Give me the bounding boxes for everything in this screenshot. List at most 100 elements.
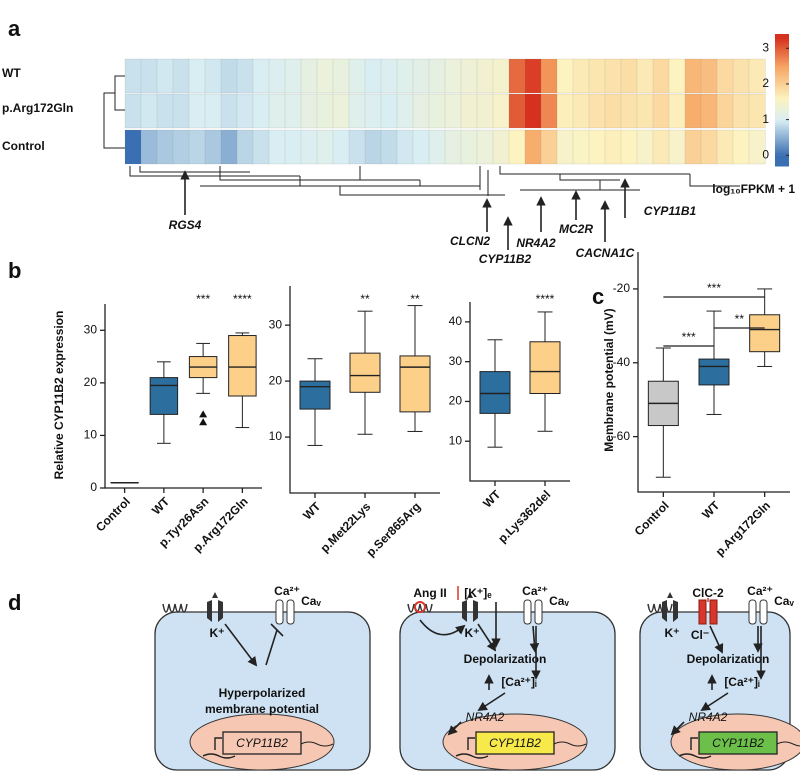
- diagram-text: Caᵥ: [301, 594, 321, 608]
- heatmap-cell: [204, 93, 222, 129]
- heatmap-cell: [316, 58, 334, 94]
- colorbar-step: [775, 78, 789, 81]
- y-tick-label: -40: [613, 355, 631, 369]
- k-channel-top: [667, 592, 673, 598]
- y-tick-label: 30: [269, 317, 283, 331]
- heatmap-cell: [268, 93, 286, 129]
- heatmap-cell: [332, 129, 350, 165]
- clc2-channel: [698, 599, 718, 625]
- receptor: [407, 603, 433, 613]
- heatmap-cell: [540, 93, 558, 129]
- colorbar-step: [775, 75, 789, 79]
- x-tick-label: WT: [300, 499, 324, 523]
- colorbar-step: [775, 148, 789, 152]
- bracket-label: **: [735, 312, 745, 326]
- colorbar-step: [775, 58, 789, 61]
- panel-label: d: [8, 590, 21, 615]
- heatmap-cell: [684, 93, 702, 129]
- heatmap-cell: [428, 58, 446, 94]
- heatmap-cell: [172, 58, 190, 94]
- colorbar-label: log₁₀FPKM + 1: [712, 182, 795, 196]
- heatmap-cell: [668, 93, 686, 129]
- dna: [553, 741, 587, 747]
- heatmap-cell: [380, 129, 398, 165]
- heatmap-cell: [700, 58, 718, 94]
- heatmap-cell: [748, 93, 766, 129]
- colorbar-step: [775, 82, 789, 86]
- heatmap-cell: [316, 129, 334, 165]
- y-tick-label: 30: [449, 354, 463, 368]
- box: [529, 341, 561, 394]
- colorbar-step: [775, 111, 789, 114]
- colorbar-step: [775, 69, 789, 72]
- diagram-text: CYP11B2: [712, 736, 764, 750]
- diagram-text: K⁺: [465, 626, 480, 640]
- colorbar-step: [775, 150, 789, 154]
- y-tick-label: 20: [269, 373, 283, 387]
- heatmap-cell: [316, 93, 334, 129]
- colorbar-step: [775, 144, 789, 147]
- x-tick-label: WT: [480, 487, 504, 511]
- heatmap-cell: [156, 93, 174, 129]
- curve-arrow: [419, 619, 466, 636]
- heatmap-cell: [636, 58, 654, 94]
- significance: **: [360, 292, 370, 306]
- dna: [776, 741, 800, 747]
- heatmap-cell: [620, 93, 638, 129]
- y-axis-label: Membrane potential (mV): [602, 308, 616, 451]
- k-channel: [207, 600, 223, 622]
- heatmap-cell: [636, 129, 654, 165]
- heatmap-cell: [428, 93, 446, 129]
- arrow: [529, 625, 540, 653]
- heatmap-cell: [364, 129, 382, 165]
- gene-box: [698, 731, 778, 755]
- row-label: WT: [2, 66, 21, 80]
- row-dendrogram: [103, 75, 125, 149]
- heatmap-cell: [588, 58, 606, 94]
- diagram-text: [Ca²⁺]ᵢ: [501, 675, 537, 689]
- colorbar-step: [775, 157, 789, 160]
- colorbar-step: [775, 128, 789, 132]
- axis: [289, 286, 440, 494]
- colorbar-step: [775, 104, 789, 108]
- heatmap-cell: [284, 129, 302, 165]
- gene-box: [222, 731, 302, 755]
- heatmap-cell: [236, 58, 254, 94]
- box: [749, 314, 781, 353]
- bracket-label: ***: [682, 330, 696, 344]
- heatmap-cell: [284, 93, 302, 129]
- heatmap-cell: [668, 58, 686, 94]
- colorbar-step: [775, 130, 789, 134]
- colorbar-step: [775, 115, 789, 119]
- gene-label: CYP11B2: [479, 252, 532, 266]
- heatmap-cell: [156, 129, 174, 165]
- heatmap-cell: [124, 129, 142, 165]
- column-dendrogram: [129, 166, 740, 196]
- arrow: [700, 692, 729, 712]
- x-tick-label: WT: [149, 494, 173, 518]
- box: [299, 380, 331, 410]
- heatmap-cell: [556, 129, 574, 165]
- heatmap-cell: [252, 58, 270, 94]
- colorbar-step: [775, 51, 789, 55]
- x-tick-label: p.Lys362del: [495, 487, 553, 545]
- heatmap-cell: [268, 129, 286, 165]
- colorbar-step: [775, 102, 789, 105]
- diagram-text: NR4A2: [466, 710, 505, 724]
- heatmap-cell: [140, 93, 158, 129]
- colorbar-step: [775, 161, 789, 165]
- colorbar-step: [775, 93, 789, 97]
- colorbar-step: [775, 60, 789, 64]
- colorbar-step: [775, 86, 789, 90]
- colorbar-step: [775, 159, 789, 163]
- colorbar-step: [775, 139, 789, 143]
- y-tick-label: 20: [84, 375, 98, 389]
- heatmap-cell: [556, 58, 574, 94]
- significance: ****: [536, 292, 555, 306]
- colorbar-step: [775, 124, 789, 127]
- diagram-text: CYP11B2: [489, 736, 541, 750]
- colorbar-step: [775, 64, 789, 68]
- heatmap-cell: [236, 93, 254, 129]
- significance: **: [410, 292, 420, 306]
- y-tick-label: 20: [449, 394, 463, 408]
